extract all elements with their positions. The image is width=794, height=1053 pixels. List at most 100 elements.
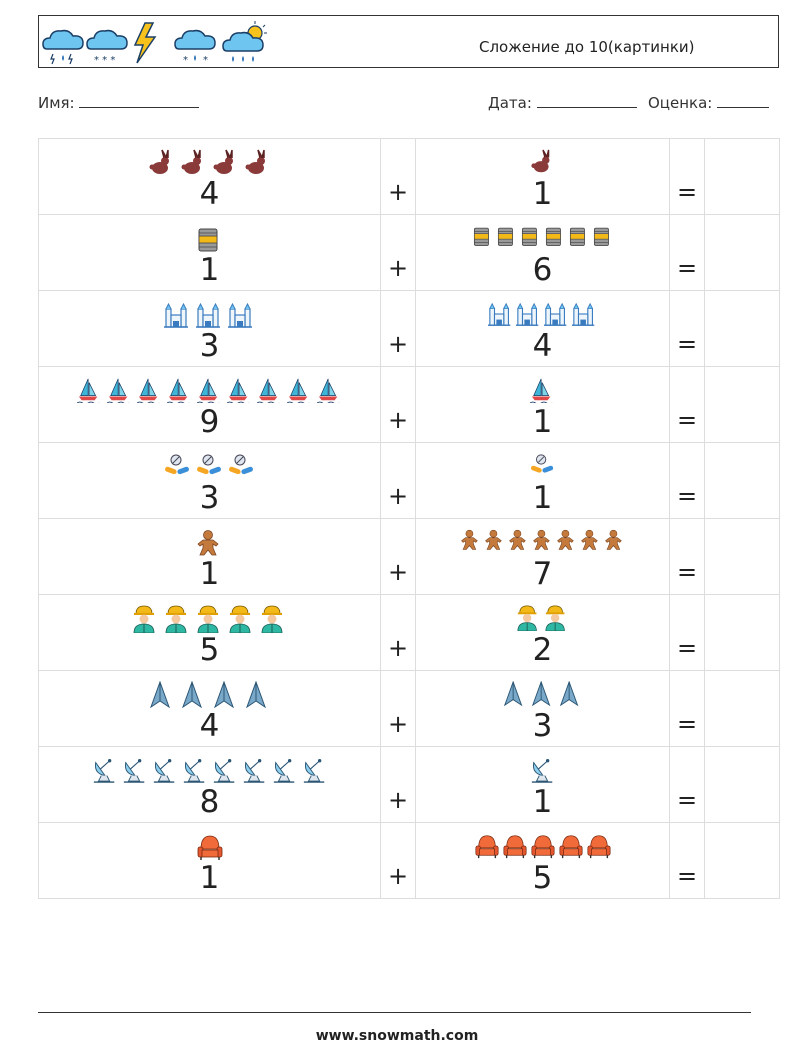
answer-cell[interactable] xyxy=(704,442,780,519)
addend-b-pictures xyxy=(416,529,669,559)
equals-cell: = xyxy=(669,366,705,443)
paper-plane-icon xyxy=(503,681,522,707)
equals-sign: = xyxy=(676,634,698,662)
equals-sign: = xyxy=(676,862,698,890)
plus-cell: + xyxy=(380,518,416,595)
addend-b-number: 1 xyxy=(532,480,553,516)
sailboat-icon xyxy=(226,378,249,403)
pills-icon xyxy=(196,454,221,475)
equals-cell: = xyxy=(669,594,705,671)
addend-b-pictures xyxy=(416,301,669,331)
addend-a-number: 5 xyxy=(199,632,220,668)
snow-cloud-icon: * * xyxy=(174,29,216,66)
equals-sign: = xyxy=(676,710,698,738)
name-blank[interactable] xyxy=(79,94,200,108)
plus-cell: + xyxy=(380,290,416,367)
answer-cell[interactable] xyxy=(704,138,780,215)
addend-b-cell: 3 xyxy=(415,670,670,747)
satellite-dish-icon xyxy=(243,759,264,783)
worker-icon xyxy=(229,605,250,633)
worker-icon xyxy=(197,605,218,633)
problem-row: 4 +1 = xyxy=(38,138,780,215)
addend-a-number: 8 xyxy=(199,784,220,820)
castle-icon xyxy=(227,302,252,328)
answer-cell[interactable] xyxy=(704,670,780,747)
addend-b-pictures xyxy=(416,377,669,407)
addend-a-cell: 9 xyxy=(38,366,381,443)
answer-cell[interactable] xyxy=(704,746,780,823)
answer-cell[interactable] xyxy=(704,366,780,443)
gingerbread-man-icon xyxy=(508,529,526,550)
addend-a-number: 1 xyxy=(199,860,220,896)
oil-barrel-icon xyxy=(198,228,217,252)
equals-cell: = xyxy=(669,746,705,823)
pills-icon xyxy=(228,454,253,475)
addend-a-pictures xyxy=(39,377,380,407)
addend-a-cell: 3 xyxy=(38,290,381,367)
satellite-dish-icon xyxy=(273,759,294,783)
worksheet-header: * * * * * Сложение до 10(картинки) xyxy=(38,15,779,68)
oil-barrel-icon xyxy=(569,227,585,246)
addend-a-cell: 3 xyxy=(38,442,381,519)
sailboat-icon xyxy=(286,378,309,403)
answer-cell[interactable] xyxy=(704,594,780,671)
addend-b-pictures xyxy=(416,757,669,787)
addend-a-pictures xyxy=(39,605,380,635)
oil-barrel-icon xyxy=(545,227,561,246)
date-label: Дата: xyxy=(488,94,532,112)
addend-b-cell: 4 xyxy=(415,290,670,367)
sailboat-icon xyxy=(316,378,339,403)
date-blank[interactable] xyxy=(536,94,637,108)
equals-cell: = xyxy=(669,670,705,747)
answer-cell[interactable] xyxy=(704,822,780,899)
equals-sign: = xyxy=(676,786,698,814)
problems-table: 4 +1 = 1 +6 = 3 +4 = 9 +1 = 3 +1 = 1 +7 = 5 +2 = 4 +3 = 8 +1 = 1 +5 = xyxy=(38,138,780,899)
addend-a-pictures xyxy=(39,149,380,179)
problem-row: 5 +2 = xyxy=(38,594,780,671)
answer-cell[interactable] xyxy=(704,214,780,291)
rabbit-icon xyxy=(530,149,549,173)
sailboat-icon xyxy=(76,378,99,403)
oil-barrel-icon xyxy=(521,227,537,246)
addend-a-pictures xyxy=(39,681,380,711)
problem-row: 4 +3 = xyxy=(38,670,780,747)
plus-cell: + xyxy=(380,442,416,519)
plus-sign: + xyxy=(387,482,409,510)
addend-b-number: 1 xyxy=(532,784,553,820)
addend-b-pictures xyxy=(416,225,669,255)
satellite-dish-icon xyxy=(531,759,552,783)
problem-row: 3 +4 = xyxy=(38,290,780,367)
addend-b-cell: 6 xyxy=(415,214,670,291)
addend-b-cell: 5 xyxy=(415,822,670,899)
sailboat-icon xyxy=(529,378,552,403)
rabbit-icon xyxy=(245,149,265,174)
plus-sign: + xyxy=(387,862,409,890)
sailboat-icon xyxy=(106,378,129,403)
addend-a-number: 4 xyxy=(199,708,220,744)
equals-sign: = xyxy=(676,406,698,434)
problem-row: 1 +5 = xyxy=(38,822,780,899)
worker-icon xyxy=(516,605,537,631)
problem-row: 9 +1 = xyxy=(38,366,780,443)
answer-cell[interactable] xyxy=(704,290,780,367)
equals-sign: = xyxy=(676,558,698,586)
castle-icon xyxy=(487,302,510,326)
addend-a-number: 3 xyxy=(199,480,220,516)
worker-icon xyxy=(133,605,154,633)
addend-b-pictures xyxy=(416,833,669,863)
armchair-icon xyxy=(558,835,583,859)
plus-sign: + xyxy=(387,786,409,814)
grade-blank[interactable] xyxy=(717,94,770,108)
addend-b-cell: 1 xyxy=(415,746,670,823)
addend-b-pictures xyxy=(416,605,669,635)
sailboat-icon xyxy=(256,378,279,403)
equals-cell: = xyxy=(669,442,705,519)
addend-a-cell: 4 xyxy=(38,138,381,215)
answer-cell[interactable] xyxy=(704,518,780,595)
equals-cell: = xyxy=(669,214,705,291)
satellite-dish-icon xyxy=(153,759,174,783)
plus-cell: + xyxy=(380,822,416,899)
svg-text:*: * xyxy=(203,55,208,66)
gingerbread-man-icon xyxy=(556,529,574,550)
castle-icon xyxy=(195,302,220,328)
